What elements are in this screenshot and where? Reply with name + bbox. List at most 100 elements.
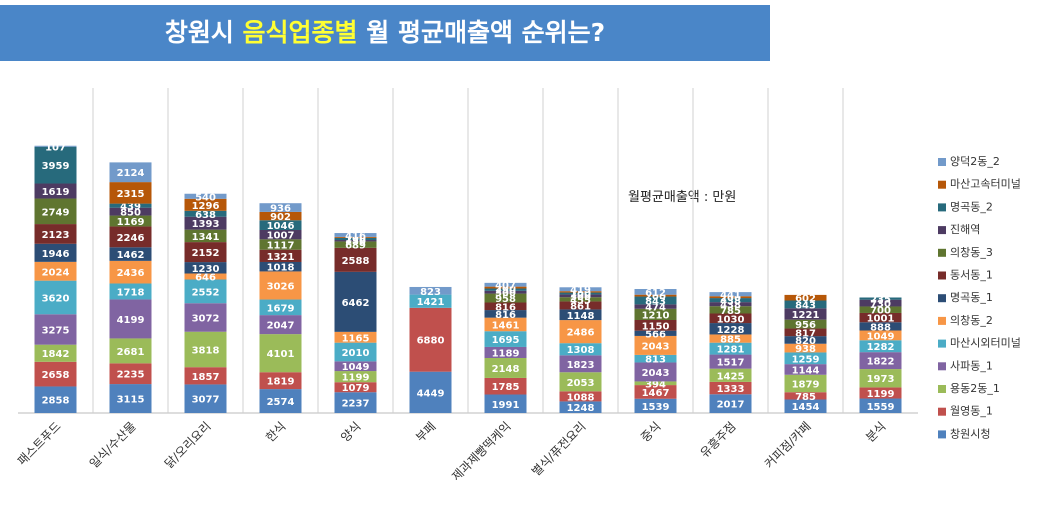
legend-label: 월영동_1 <box>950 405 993 418</box>
data-label: 150 <box>345 237 366 248</box>
bar-segment <box>109 363 152 385</box>
x-tick-label: 중식 <box>638 419 664 445</box>
title-banner <box>0 5 770 61</box>
data-label: 1454 <box>792 402 820 413</box>
data-label: 2043 <box>642 368 670 379</box>
data-label: 2486 <box>567 328 595 339</box>
bar-segment <box>334 361 377 372</box>
data-label: 938 <box>795 344 816 355</box>
bar-segment <box>859 330 902 341</box>
legend-swatch <box>938 203 946 212</box>
data-label: 1879 <box>792 379 820 390</box>
data-label: 843 <box>795 300 816 311</box>
legend-swatch <box>938 248 946 257</box>
data-label: 1282 <box>867 342 895 353</box>
legend-swatch <box>938 407 946 416</box>
bar-segment <box>709 306 752 314</box>
data-label: 820 <box>795 336 816 347</box>
bar-segment <box>634 320 677 331</box>
data-label: 100 <box>345 233 366 244</box>
bar-segment <box>484 286 527 289</box>
legend-swatch <box>938 271 946 280</box>
bar-segment <box>334 247 377 272</box>
bar-segment <box>484 302 527 311</box>
data-label: 4101 <box>267 349 295 360</box>
bar-segment <box>484 317 527 332</box>
bar-segment <box>484 331 527 347</box>
bar-segment <box>184 384 227 413</box>
legend-swatch <box>938 180 946 189</box>
data-label: 956 <box>795 320 816 331</box>
bar-segment <box>184 210 227 217</box>
data-label: 1973 <box>867 374 895 385</box>
data-label: 474 <box>645 303 666 314</box>
data-label: 455 <box>570 295 591 306</box>
x-tick-label: 별식/퓨전요리 <box>529 419 589 479</box>
bar-segment <box>334 237 377 241</box>
data-label: 1421 <box>417 297 445 308</box>
data-label: 817 <box>795 328 816 339</box>
bar-segment <box>709 298 752 303</box>
data-label: 2552 <box>192 287 220 298</box>
data-label: 3818 <box>192 345 220 356</box>
data-label: 1144 <box>792 365 820 376</box>
bar-segment <box>109 162 152 183</box>
title-highlight: 음식업종별 <box>243 18 358 47</box>
data-label: 1117 <box>267 241 295 252</box>
data-label: 902 <box>270 212 291 223</box>
data-label: 2043 <box>642 341 670 352</box>
bar-segment <box>784 319 827 329</box>
bar-segment <box>34 224 77 244</box>
data-label: 2123 <box>42 230 70 241</box>
data-label: 1393 <box>192 219 220 230</box>
legend-label: 마산시외터미널 <box>950 337 1021 350</box>
bar-segment <box>109 384 152 413</box>
legend-label: 창원시청 <box>950 427 990 440</box>
bar-segment <box>184 198 227 211</box>
data-label: 1018 <box>267 263 295 274</box>
data-label: 2858 <box>42 396 70 407</box>
bar-segment <box>34 386 77 413</box>
data-label: 2235 <box>117 370 145 381</box>
bar-segment <box>559 391 602 402</box>
bar-segment <box>859 398 902 413</box>
bar-segment <box>409 294 452 308</box>
data-label: 2237 <box>342 399 370 410</box>
data-label: 1150 <box>642 321 670 332</box>
bar-segment <box>559 297 602 302</box>
bar-segment <box>784 374 827 393</box>
bar-segment <box>484 377 527 395</box>
bar-segment <box>184 273 227 280</box>
data-label: 300 <box>570 292 591 303</box>
bar-segment <box>184 303 227 332</box>
data-label: 1619 <box>42 187 70 198</box>
bar-segment <box>709 302 752 307</box>
bar-segment <box>259 220 302 230</box>
bar-segment <box>784 294 827 301</box>
data-label: 200 <box>495 284 516 295</box>
bar-segment <box>109 338 152 364</box>
data-label: 2148 <box>492 364 520 375</box>
bar-segment <box>409 307 452 372</box>
bar-segment <box>634 385 677 399</box>
data-label: 1718 <box>117 287 145 298</box>
legend-swatch <box>938 362 946 371</box>
data-label: 6880 <box>417 336 445 347</box>
bar-segment <box>784 308 827 320</box>
bar-segment <box>109 203 152 208</box>
data-label: 1822 <box>867 357 895 368</box>
bar-segment <box>334 382 377 393</box>
data-label: 1221 <box>792 310 820 321</box>
bar-segment <box>259 334 302 373</box>
data-label: 2047 <box>267 321 295 332</box>
data-label: 236 <box>345 235 366 246</box>
data-label: 2658 <box>42 370 70 381</box>
x-tick-label: 패스트푸드 <box>15 419 64 468</box>
data-label: 6462 <box>342 298 370 309</box>
bar-segment <box>184 193 227 199</box>
bar-segment <box>709 296 752 299</box>
data-label: 1148 <box>567 311 595 322</box>
bar-segment <box>859 297 902 300</box>
bar-segment <box>109 215 152 227</box>
bar-segment <box>334 331 377 343</box>
